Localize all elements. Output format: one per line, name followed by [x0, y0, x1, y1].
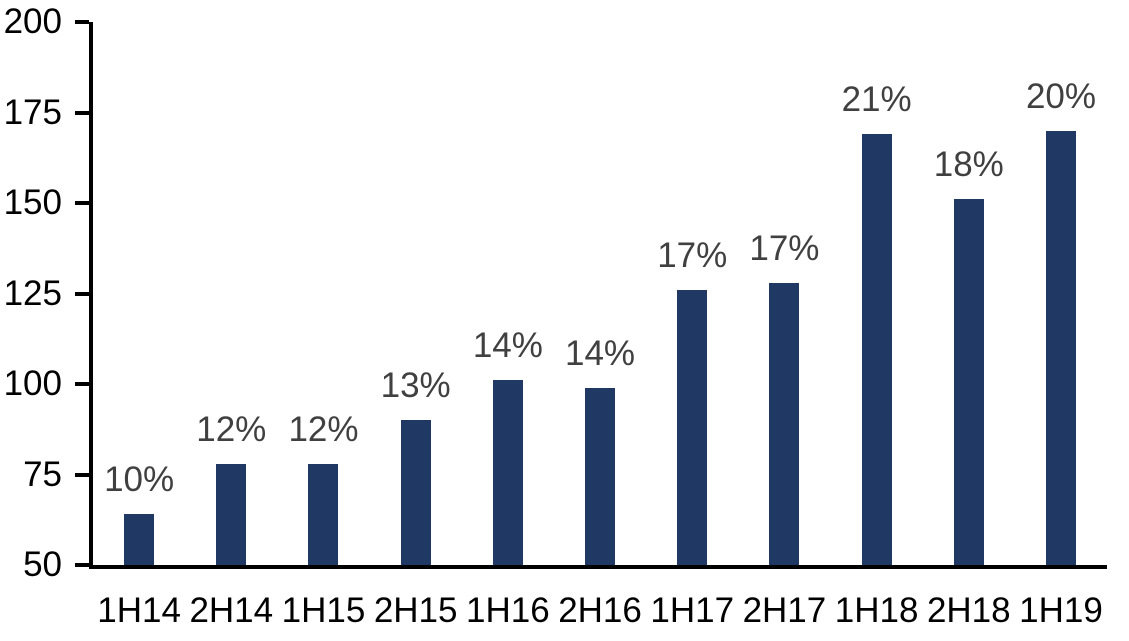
bar [677, 289, 708, 565]
category-cell: 20% 1H19 [1015, 22, 1107, 629]
category-cell: 17% 1H17 [646, 22, 738, 629]
bar [861, 134, 892, 565]
y-axis-tick-mark [75, 382, 89, 386]
bar [585, 387, 616, 565]
y-axis-tick-mark [75, 110, 89, 115]
x-axis-tick-label: 2H18 [926, 591, 1011, 630]
x-axis-tick-label: 1H15 [281, 591, 366, 630]
category-cell: 18% 2H18 [923, 22, 1015, 630]
bar-value-label: 18% [933, 145, 1004, 185]
y-axis-tick-label: 150 [3, 183, 62, 222]
bar-value-label: 14% [472, 326, 543, 366]
y-axis-tick-mark [75, 291, 89, 296]
x-axis-tick-label: 2H15 [373, 591, 458, 630]
bar-value-label: 21% [841, 80, 912, 120]
y-axis: 50 75 100 125 150 175 200 [0, 0, 62, 641]
y-axis-tick-mark [75, 20, 89, 24]
x-axis-tick-label: 1H19 [1019, 591, 1103, 630]
x-axis-tick-label: 1H14 [97, 591, 181, 630]
bar [216, 463, 247, 565]
bar [953, 199, 984, 565]
bar-value-label: 13% [380, 366, 451, 406]
bar-value-label: 17% [657, 235, 728, 275]
bar-value-label: 12% [288, 409, 359, 449]
category-cell: 14% 2H16 [554, 22, 646, 629]
x-axis-tick-label: 1H18 [834, 591, 919, 630]
y-axis-tick-label: 100 [3, 364, 62, 403]
y-axis-tick-label: 75 [23, 454, 62, 494]
y-axis-tick-label: 50 [23, 545, 62, 584]
category-cell: 12% 1H15 [277, 22, 369, 629]
y-axis-tick-label: 175 [3, 92, 62, 132]
x-axis-tick-label: 1H16 [466, 591, 550, 630]
category-cell: 21% 1H18 [831, 22, 923, 630]
y-axis-tick-label: 200 [3, 2, 62, 41]
bar [124, 514, 155, 565]
category-cell: 17% 2H17 [738, 22, 830, 629]
bar-value-label: 17% [749, 228, 820, 268]
y-axis-tick-label: 125 [3, 273, 62, 313]
bar-value-label: 12% [196, 409, 267, 449]
y-axis-tick-mark [75, 563, 89, 567]
plot-area [89, 22, 1107, 569]
bar [308, 463, 339, 565]
bar-value-label: 14% [565, 333, 636, 373]
x-axis-tick-label: 1H17 [650, 591, 735, 630]
y-axis-tick-mark [75, 472, 89, 477]
bar-value-label: 20% [1025, 76, 1096, 116]
bars-row: 10% 1H14 12% 2H14 12% 1H15 13% 2H15 14% 1H16 14% 2H… [93, 22, 1107, 630]
category-cell: 14% 1H16 [462, 22, 554, 630]
y-axis-tick-mark [75, 201, 89, 205]
bar [769, 282, 800, 565]
bar [1045, 130, 1076, 565]
bar [400, 420, 431, 565]
bar-value-label: 10% [104, 460, 175, 500]
x-axis-tick-label: 2H14 [189, 591, 274, 630]
category-cell: 13% 2H15 [370, 22, 462, 630]
category-cell: 12% 2H14 [185, 22, 277, 629]
category-cell: 10% 1H14 [93, 22, 185, 630]
bar [492, 380, 523, 565]
x-axis-tick-label: 2H16 [558, 591, 642, 630]
x-axis-tick-label: 2H17 [742, 591, 827, 630]
